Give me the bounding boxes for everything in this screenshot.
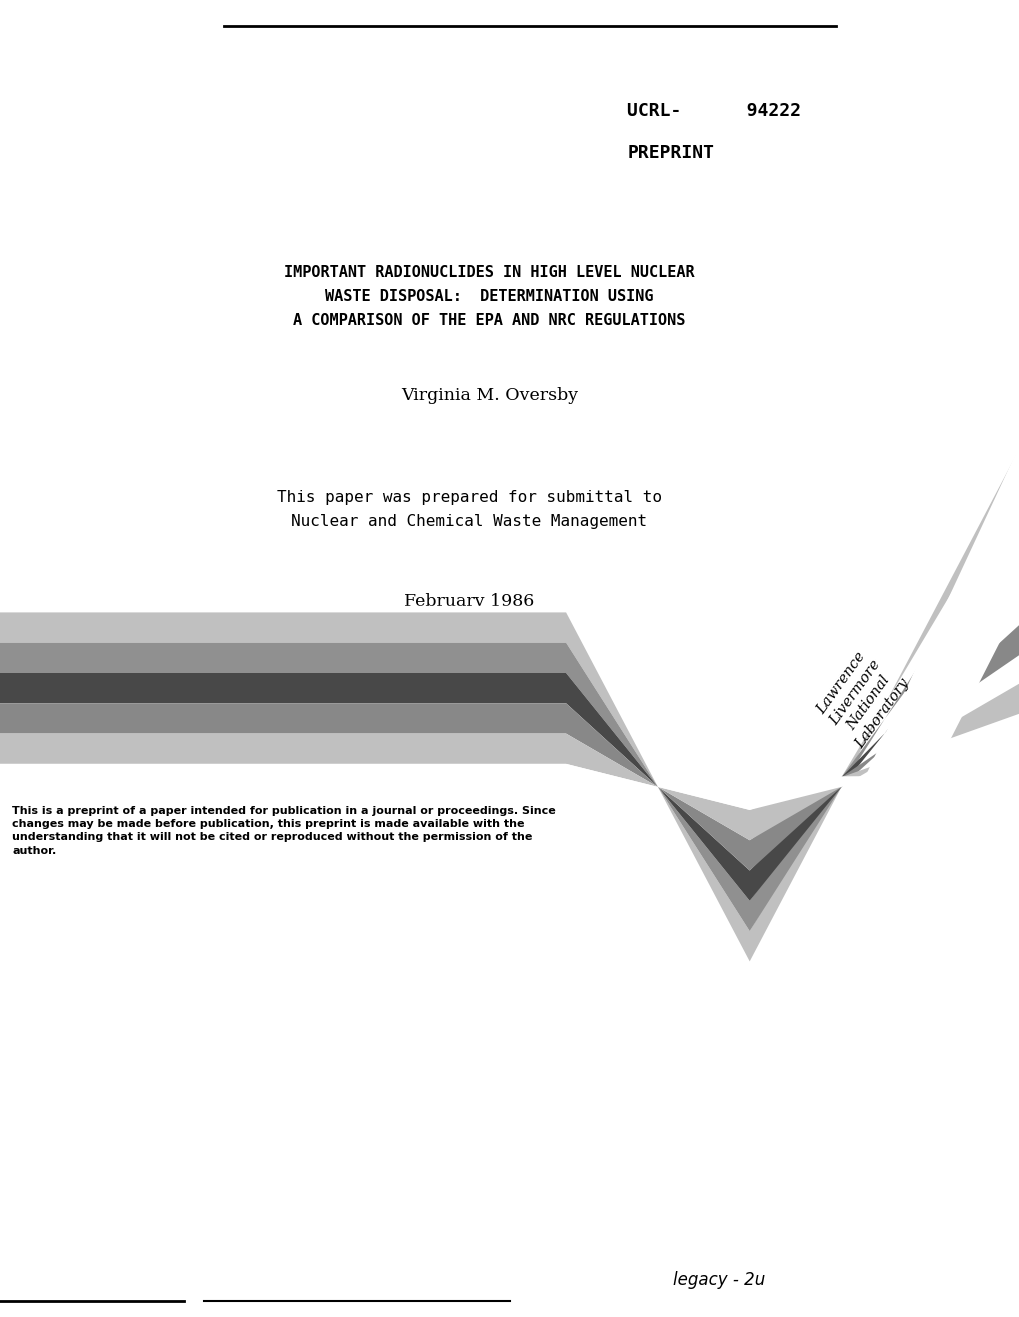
Text: UCRL-      94222: UCRL- 94222	[627, 101, 801, 120]
Text: IMPORTANT RADIONUCLIDES IN HIGH LEVEL NUCLEAR: IMPORTANT RADIONUCLIDES IN HIGH LEVEL NU…	[284, 265, 694, 281]
Text: Nuclear and Chemical Waste Management: Nuclear and Chemical Waste Management	[290, 514, 647, 529]
Text: This is a preprint of a paper intended for publication in a journal or proceedin: This is a preprint of a paper intended f…	[12, 806, 555, 856]
Polygon shape	[800, 444, 1019, 1034]
Polygon shape	[0, 435, 1019, 968]
Text: Virginia M. Oversby: Virginia M. Oversby	[400, 387, 578, 403]
Polygon shape	[0, 565, 1019, 901]
Text: A COMPARISON OF THE EPA AND NRC REGULATIONS: A COMPARISON OF THE EPA AND NRC REGULATI…	[293, 312, 685, 328]
Polygon shape	[0, 448, 1019, 961]
Text: This paper was prepared for submittal to: This paper was prepared for submittal to	[276, 490, 661, 506]
Polygon shape	[0, 507, 1019, 931]
Text: February 1986: February 1986	[404, 594, 534, 610]
Polygon shape	[0, 684, 1019, 840]
Polygon shape	[0, 741, 1019, 810]
Text: legacy - 2u: legacy - 2u	[673, 1271, 764, 1289]
Text: WASTE DISPOSAL:  DETERMINATION USING: WASTE DISPOSAL: DETERMINATION USING	[325, 288, 653, 304]
Text: Lawrence
Livermore
National
Laboratory: Lawrence Livermore National Laboratory	[810, 645, 912, 751]
Text: PREPRINT: PREPRINT	[627, 144, 713, 162]
Polygon shape	[0, 624, 1019, 871]
